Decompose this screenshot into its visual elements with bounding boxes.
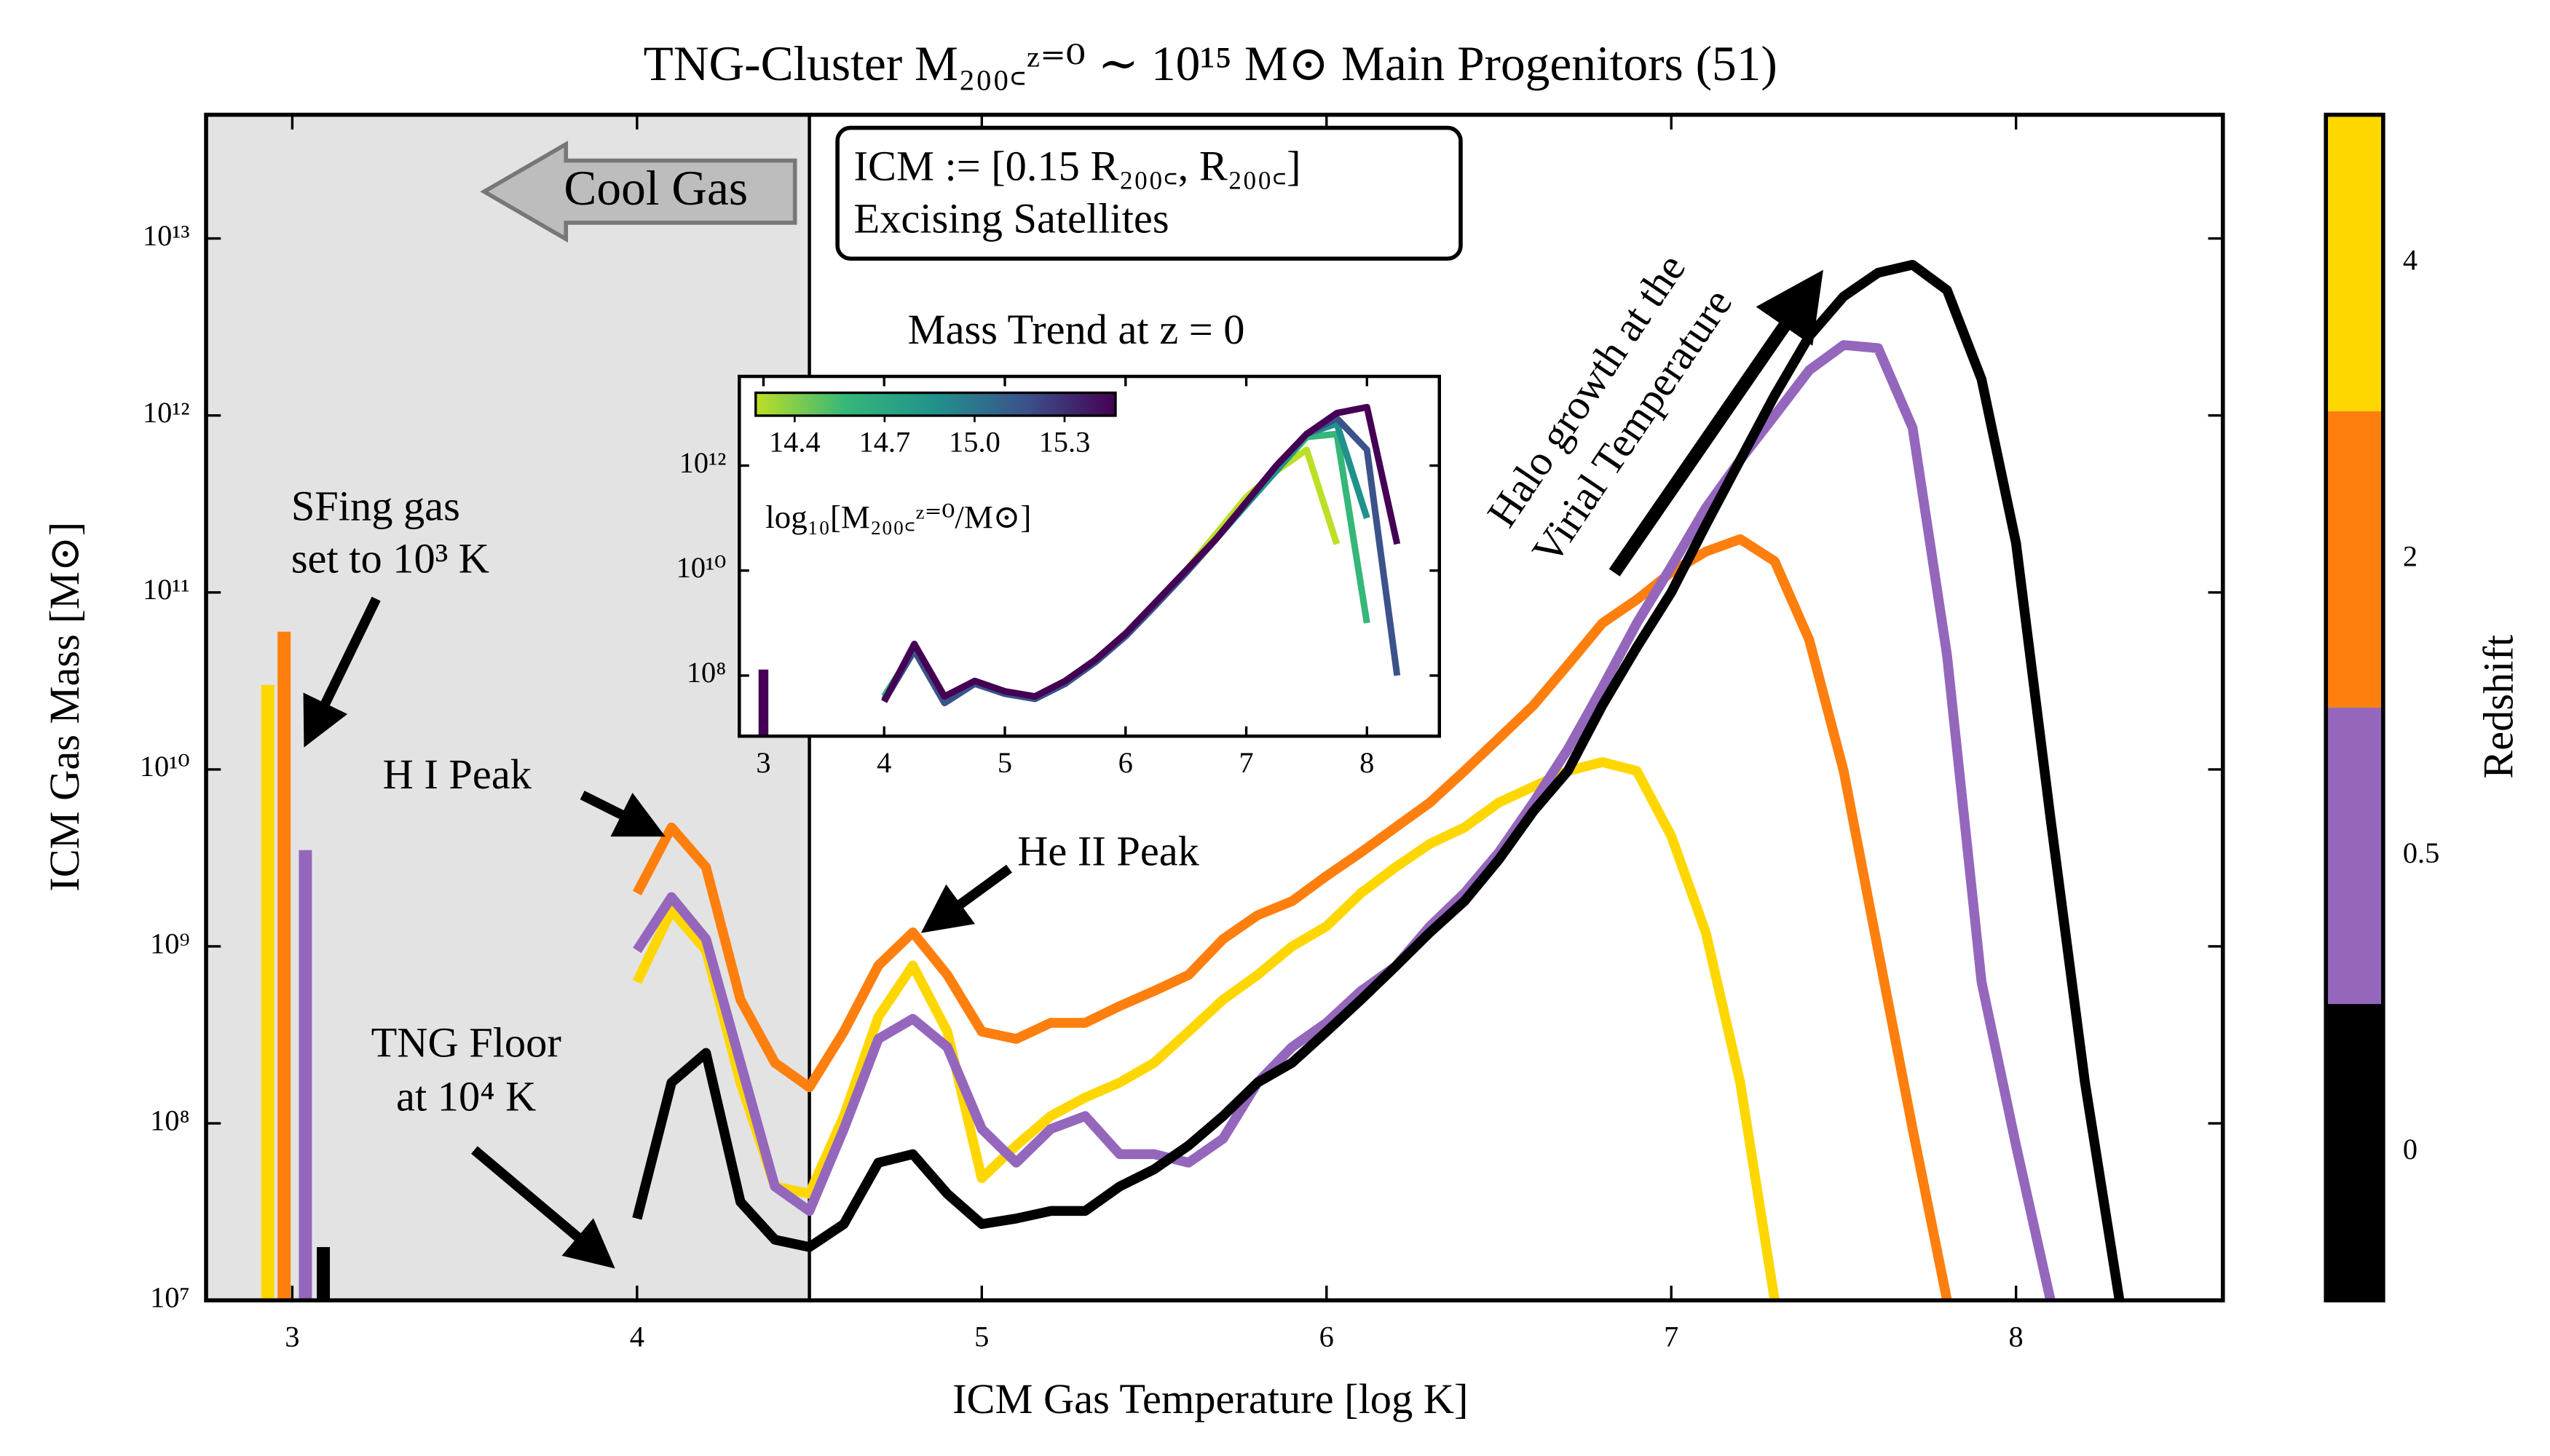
sfing-arrow xyxy=(303,596,381,748)
x-tick-label: 5 xyxy=(998,746,1012,779)
sfing-bar xyxy=(299,850,312,1301)
cool-gas-arrow xyxy=(480,141,797,243)
cool-gas-label: Cool Gas xyxy=(564,161,748,215)
inset-colorbar-label: log₁₀[M₂₀₀꜀ᶻ⁼⁰/M⊙] xyxy=(765,499,1031,535)
inset-colorbar-tick-label: 15.0 xyxy=(949,426,1000,459)
series-line xyxy=(633,340,2056,1302)
x-tick-label: 3 xyxy=(756,746,770,779)
y-tick-label: 10⁹ xyxy=(150,927,190,960)
heii-peak-label: He II Peak xyxy=(1017,828,1199,875)
inset-colorbar-tick-label: 15.3 xyxy=(1039,426,1091,459)
hi-peak-arrow xyxy=(580,791,666,837)
colorbar-label: Redshift xyxy=(2474,635,2522,779)
sfing-bar xyxy=(317,1247,331,1301)
y-tick-label: 10¹⁰ xyxy=(676,551,727,584)
y-tick-label: 10¹⁰ xyxy=(140,750,190,783)
icm-box xyxy=(835,125,1463,261)
inset-colorbar-tick-label: 14.4 xyxy=(769,426,821,459)
inset-colorbar-tick-label: 14.7 xyxy=(859,426,911,459)
series-line xyxy=(632,259,2125,1302)
floor-label: TNG Floor xyxy=(371,1018,561,1066)
x-tick-label: 7 xyxy=(1239,746,1253,779)
plot-frame xyxy=(204,112,2225,1303)
inset-colorbar xyxy=(754,391,1117,417)
main-plot: 3 4 5 6 7 8 10⁷ 10⁸ 10⁹ 10¹⁰ 10¹¹ 10¹² 10¹³ 0 0.5 2 4 xyxy=(140,112,2440,1353)
y-tick-label: 10⁸ xyxy=(687,656,727,689)
series-line xyxy=(632,534,1952,1302)
colorbar-tick-label: 4 xyxy=(2403,243,2417,276)
x-tick-label: 6 xyxy=(1118,746,1133,779)
colorbar-segment xyxy=(2326,1004,2383,1301)
colorbar-segment xyxy=(2326,707,2383,1005)
series-line xyxy=(632,757,1780,1302)
colorbar-tick-label: 0.5 xyxy=(2403,836,2440,869)
y-axis-label: ICM Gas Mass [M⊙] xyxy=(41,522,88,892)
series-line xyxy=(881,403,1401,703)
sfing-label: SFing gas xyxy=(291,483,460,530)
icm-definition: ICM := [0.15 R₂₀₀꜀, R₂₀₀꜀] xyxy=(854,142,1301,189)
x-tick-label: 7 xyxy=(1664,1320,1678,1353)
y-tick-label: 10¹² xyxy=(679,446,727,479)
halo-arrow xyxy=(1608,269,1823,577)
x-tick-label: 6 xyxy=(1319,1320,1334,1353)
heii-peak-arrow xyxy=(920,864,1012,933)
sfing-bar xyxy=(758,669,769,737)
x-axis-label: ICM Gas Temperature [log K] xyxy=(952,1375,1468,1423)
floor-label: at 10⁴ K xyxy=(396,1073,536,1120)
y-tick-label: 10⁷ xyxy=(150,1281,190,1313)
y-tick-label: 10¹³ xyxy=(143,219,190,252)
colorbar-segment xyxy=(2326,114,2383,411)
sfing-bar xyxy=(261,684,275,1301)
x-tick-label: 8 xyxy=(2009,1320,2024,1353)
y-tick-label: 10¹¹ xyxy=(143,573,190,606)
inset-title: Mass Trend at z = 0 xyxy=(908,306,1245,353)
icm-excising: Excising Satellites xyxy=(854,194,1169,242)
chart-title: TNG-Cluster M₂₀₀꜀ᶻ⁼⁰ ∼ 10¹⁵ M⊙ Main Prog… xyxy=(644,36,1777,91)
y-tick-label: 10¹² xyxy=(143,396,190,429)
x-tick-label: 4 xyxy=(877,746,891,779)
inset-plot: Mass Trend at z = 0 3 4 5 6 7 8 10⁸ 10¹⁰ 10¹² 14.4… xyxy=(676,306,1442,779)
sfing-label: set to 10³ K xyxy=(291,535,489,582)
x-tick-label: 3 xyxy=(285,1320,299,1353)
x-tick-label: 8 xyxy=(1359,746,1374,779)
colorbar-frame xyxy=(2324,112,2385,1303)
floor-arrow xyxy=(471,1146,615,1269)
colorbar-tick-label: 2 xyxy=(2403,540,2417,573)
sfing-bar xyxy=(277,631,291,1301)
x-tick-label: 5 xyxy=(974,1320,989,1353)
x-tick-label: 4 xyxy=(630,1320,644,1353)
colorbar-tick-label: 0 xyxy=(2403,1133,2417,1166)
y-tick-label: 10⁸ xyxy=(150,1104,190,1136)
plot-frame xyxy=(738,374,1442,738)
hi-peak-label: H I Peak xyxy=(383,751,532,798)
colorbar-segment xyxy=(2326,411,2383,708)
